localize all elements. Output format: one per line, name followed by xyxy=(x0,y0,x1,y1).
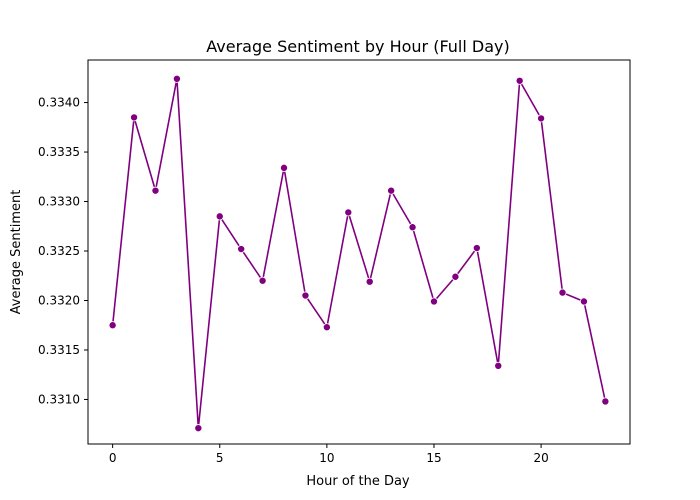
data-point xyxy=(151,186,160,195)
data-point xyxy=(601,397,610,406)
series-line xyxy=(111,78,607,429)
x-tick-label: 5 xyxy=(216,451,224,465)
chart-title: Average Sentiment by Hour (Full Day) xyxy=(206,37,509,56)
data-point xyxy=(515,76,524,85)
y-tick-label: 0.3330 xyxy=(38,195,80,209)
data-point xyxy=(322,323,331,332)
y-tick-label: 0.3310 xyxy=(38,392,80,406)
y-axis-label: Average Sentiment xyxy=(9,190,24,315)
data-point xyxy=(280,163,289,172)
data-point xyxy=(429,297,438,306)
x-tick-label: 0 xyxy=(109,451,117,465)
data-point xyxy=(387,186,396,195)
x-tick-label: 15 xyxy=(426,451,441,465)
x-axis-label: Hour of the Day xyxy=(306,474,410,489)
plot-area: 0 5 10 15 20 0.3310 0.3315 0.3320 0.3325 0.3330 0.… xyxy=(38,59,631,465)
y-tick-label: 0.3340 xyxy=(38,96,80,110)
data-point xyxy=(537,114,546,123)
data-point xyxy=(258,276,267,285)
data-point xyxy=(301,291,310,300)
plot-frame xyxy=(87,59,631,445)
data-point xyxy=(494,361,503,370)
data-point xyxy=(408,223,417,232)
data-point xyxy=(365,277,374,286)
x-tick-label: 10 xyxy=(319,451,334,465)
data-point xyxy=(215,212,224,221)
data-point xyxy=(237,245,246,254)
x-tick-label: 20 xyxy=(533,451,548,465)
data-point xyxy=(472,244,481,253)
y-tick-label: 0.3335 xyxy=(38,145,80,159)
y-tick-label: 0.3325 xyxy=(38,244,80,258)
data-point xyxy=(194,424,203,433)
data-point xyxy=(108,321,117,330)
data-point xyxy=(130,113,139,122)
data-point xyxy=(344,208,353,217)
data-point xyxy=(172,74,181,83)
y-tick-label: 0.3320 xyxy=(38,293,80,307)
data-point xyxy=(451,272,460,281)
y-tick-label: 0.3315 xyxy=(38,343,80,357)
data-point xyxy=(558,288,567,297)
data-point xyxy=(579,297,588,306)
